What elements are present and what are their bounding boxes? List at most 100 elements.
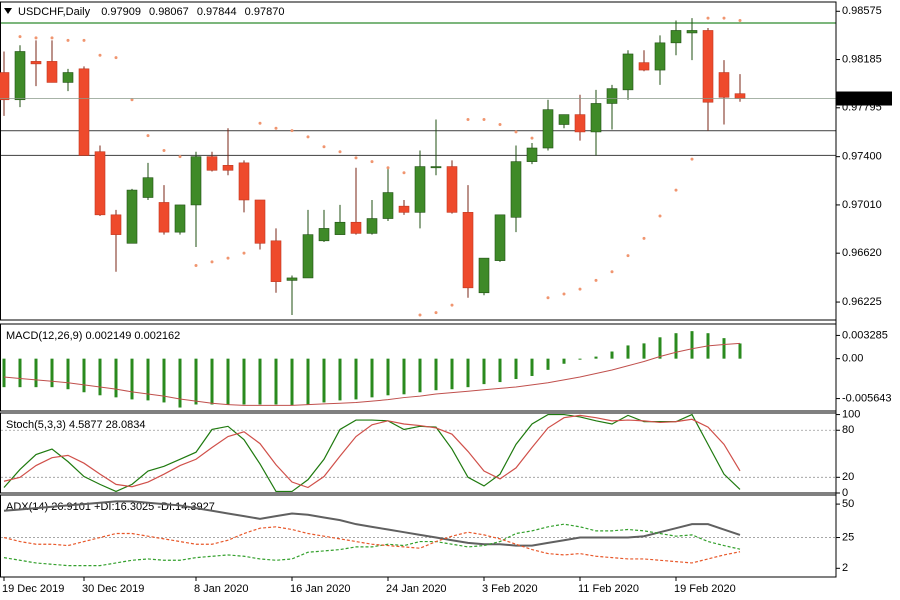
macd-bar — [258, 358, 262, 405]
sar-dot — [450, 303, 454, 307]
y-tick-label: 0 — [842, 487, 848, 499]
sar-dot — [674, 188, 678, 192]
sar-dot — [370, 160, 374, 164]
macd-bar — [466, 358, 470, 388]
macd-bar — [722, 338, 726, 359]
sar-dot — [210, 260, 214, 264]
sar-dot — [226, 256, 230, 260]
candle-body — [222, 165, 234, 171]
macd-bar — [18, 358, 22, 388]
macd-bar — [530, 358, 534, 376]
y-tick-label: 0.98185 — [842, 53, 882, 65]
candle-body — [110, 214, 122, 235]
candle-body — [158, 202, 170, 233]
macd-bar — [658, 337, 662, 359]
sar-dot — [690, 157, 694, 161]
x-tick-label: 3 Feb 2020 — [482, 583, 538, 595]
candle-body — [78, 68, 90, 156]
macd-bar — [450, 358, 454, 390]
indicator-line — [3, 414, 741, 489]
candle-body — [494, 214, 506, 261]
y-tick-label: 0.96620 — [842, 247, 882, 259]
macd-bar — [386, 358, 390, 396]
sar-dot — [706, 16, 710, 20]
macd-bar — [34, 358, 38, 388]
candle-body — [190, 156, 202, 206]
candle-body — [718, 72, 730, 98]
sar-dot — [162, 148, 166, 152]
macd-bar — [594, 356, 598, 359]
macd-bar — [642, 343, 646, 359]
candle-body — [510, 161, 522, 218]
macd-bar — [322, 358, 326, 403]
sar-dot — [66, 38, 70, 42]
macd-bar — [610, 351, 614, 359]
candle-body — [318, 228, 330, 242]
candle-body — [446, 166, 458, 213]
candle-body — [622, 53, 634, 91]
macd-bar — [130, 358, 134, 400]
macd-bar — [402, 358, 406, 395]
y-tick-label: 80 — [842, 424, 854, 436]
sar-dot — [402, 171, 406, 175]
macd-bar — [482, 358, 486, 385]
candle-body — [0, 72, 10, 101]
candle-body — [286, 277, 298, 281]
y-tick-label: 0.00 — [842, 353, 863, 365]
macd-bar — [226, 358, 230, 405]
candle-body — [574, 114, 586, 133]
candle-body — [62, 72, 74, 83]
candle-body — [350, 221, 362, 234]
ohlc-open: 0.97909 — [101, 6, 141, 18]
candle-body — [686, 30, 698, 34]
sar-dot — [338, 150, 342, 154]
x-tick-label: 24 Jan 2020 — [386, 583, 447, 595]
y-tick-label: 50 — [842, 498, 854, 510]
candle-body — [638, 62, 650, 71]
candle-body — [46, 61, 58, 83]
x-tick-label: 16 Jan 2020 — [290, 583, 351, 595]
sar-dot — [274, 126, 278, 130]
macd-bar — [162, 358, 166, 403]
candle-body — [590, 103, 602, 133]
sar-dot — [514, 130, 518, 134]
x-tick-label: 30 Dec 2019 — [82, 583, 144, 595]
ohlc-low: 0.97844 — [197, 6, 237, 18]
candle-body — [414, 166, 426, 213]
candle-body — [398, 205, 410, 213]
sar-dot — [114, 56, 118, 60]
candle-body — [94, 151, 106, 216]
macd-bar — [546, 358, 550, 370]
macd-bar — [690, 331, 694, 359]
macd-bar — [146, 358, 150, 401]
macd-bar — [242, 358, 246, 405]
symbol-menu-icon[interactable] — [4, 8, 12, 14]
sar-dot — [354, 156, 358, 160]
candle-body — [174, 204, 186, 233]
y-tick-label: 25 — [842, 531, 854, 543]
last-price-tag — [836, 91, 892, 106]
sar-dot — [546, 296, 550, 300]
sar-dot — [242, 251, 246, 255]
signal-line — [3, 342, 741, 406]
candle-body — [558, 114, 570, 125]
sar-dot — [290, 129, 294, 133]
macd-bar — [498, 358, 502, 383]
y-tick-label: -0.005643 — [842, 392, 892, 404]
macd-bar — [82, 358, 86, 393]
x-tick-label: 19 Dec 2019 — [2, 583, 64, 595]
candle-body — [670, 30, 682, 44]
x-tick-label: 8 Jan 2020 — [194, 583, 248, 595]
candle-body — [542, 109, 554, 149]
macd-bar — [290, 358, 294, 406]
macd-bar — [418, 358, 422, 393]
y-tick-label: 100 — [842, 408, 860, 420]
candle-body — [734, 93, 746, 99]
sar-dot — [466, 118, 470, 122]
macd-bar — [434, 358, 438, 391]
candle-body — [606, 88, 618, 104]
sar-dot — [482, 118, 486, 122]
macd-bar — [738, 343, 742, 359]
